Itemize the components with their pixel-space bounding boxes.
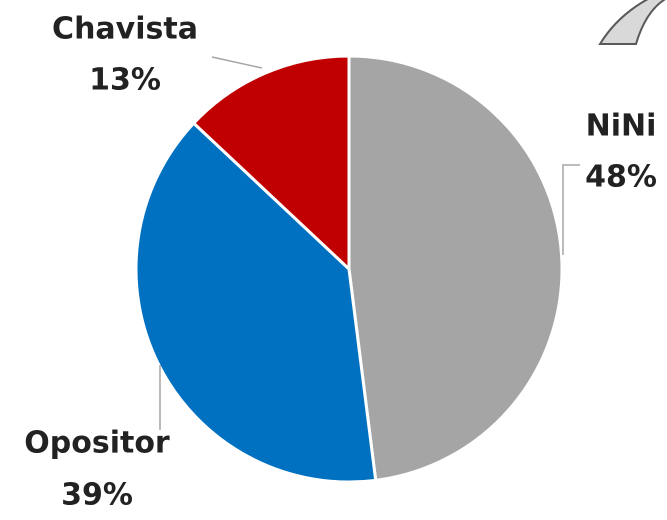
pie-slice (191, 54, 351, 273)
value-label: 13% (89, 63, 161, 98)
value-label: 39% (61, 478, 133, 513)
leader-line (562, 164, 580, 255)
decorative-shape (598, 0, 666, 45)
category-label: Opositor (24, 426, 170, 461)
leader-line (211, 56, 263, 69)
pie (134, 54, 564, 484)
labels: NiNi 48% Opositor 39% Chavista 13% (24, 12, 657, 513)
category-label: NiNi (586, 109, 657, 144)
pie-slice (347, 54, 564, 482)
category-label: Chavista (52, 12, 198, 47)
value-label: 48% (585, 160, 657, 195)
